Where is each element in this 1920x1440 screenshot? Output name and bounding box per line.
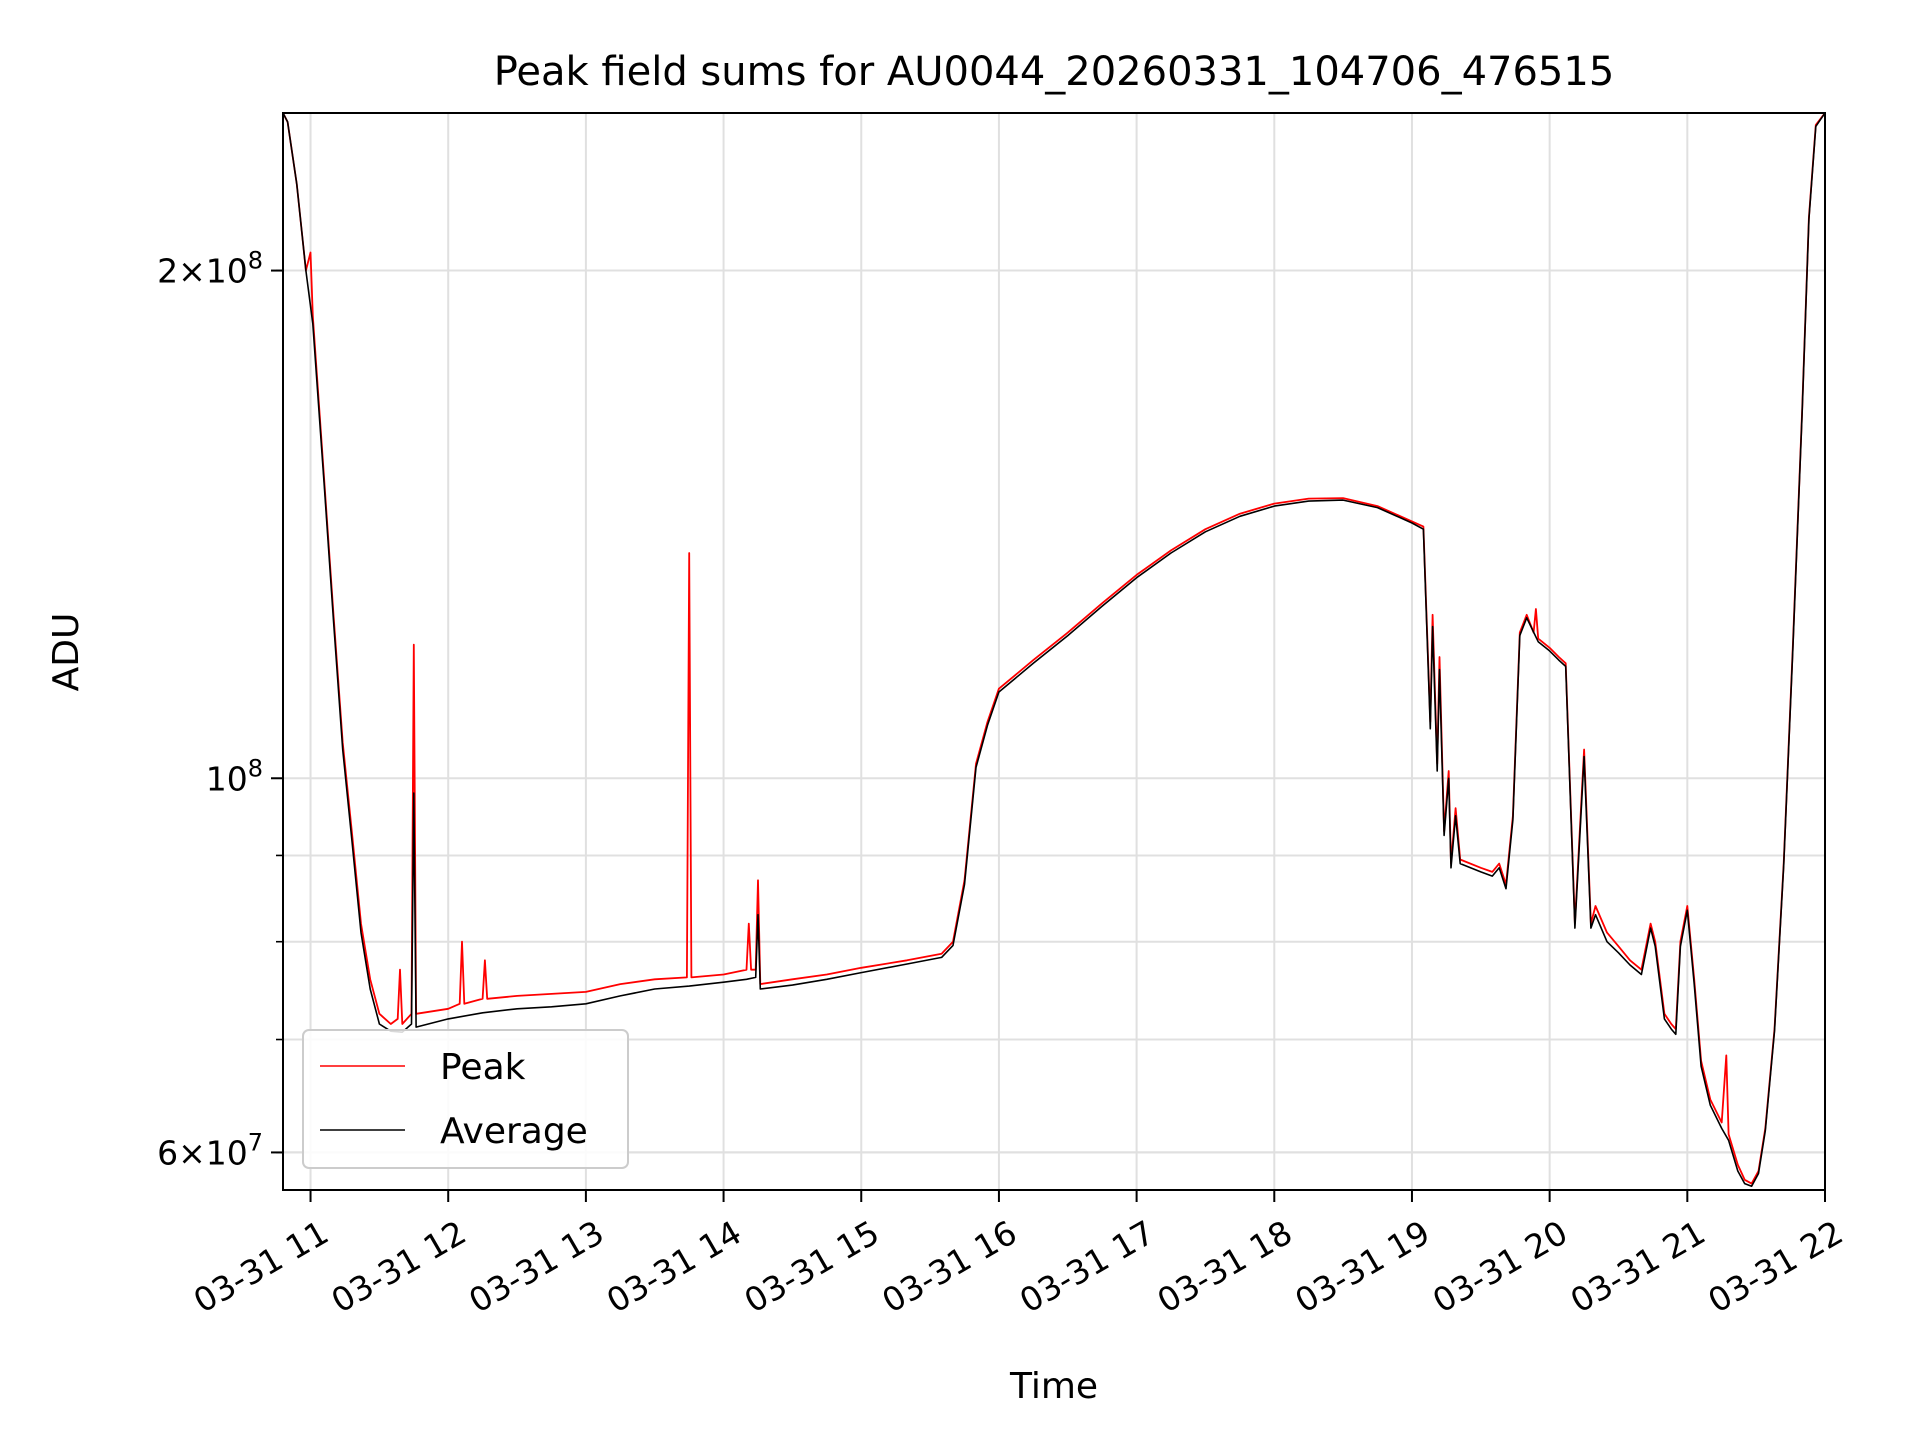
y-tick-label: 6×107 [157, 1128, 263, 1172]
x-axis-label: Time [1009, 1366, 1098, 1407]
plot-frame [282, 112, 1826, 1191]
y-axis-label: ADU [46, 613, 87, 692]
y-axis: 2×108 108 6×107 [157, 247, 283, 1172]
legend-label-peak: Peak [440, 1047, 526, 1088]
legend: Peak Average [302, 1029, 629, 1169]
legend-box [302, 1029, 629, 1169]
y-tick-label: 2×108 [157, 247, 263, 291]
y-tick-label: 108 [206, 754, 263, 798]
chart-title: Peak field sums for AU0044_20260331_1047… [494, 49, 1615, 95]
legend-label-average: Average [440, 1111, 588, 1152]
series-line-average [283, 113, 1825, 1187]
plot-area [283, 113, 1825, 1187]
